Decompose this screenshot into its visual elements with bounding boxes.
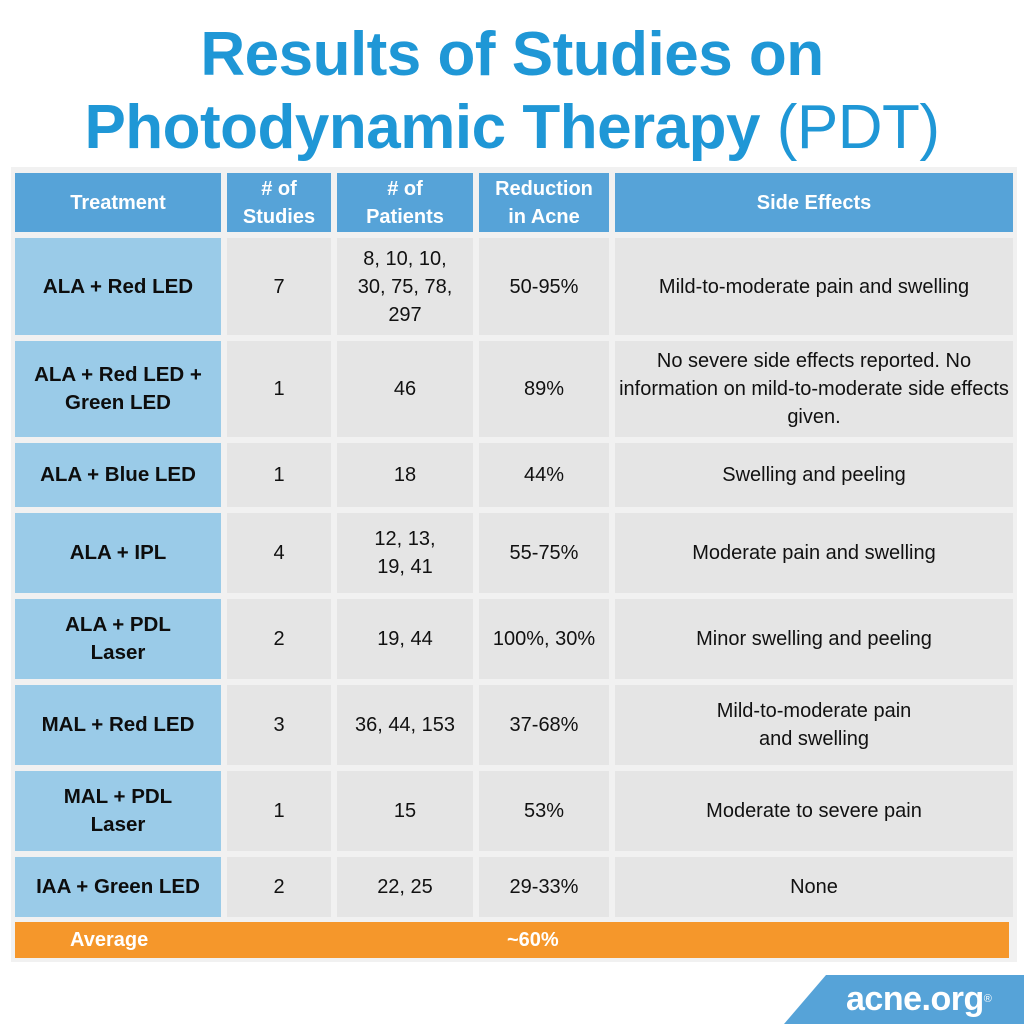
- row-3-treatment: ALA + Blue LED: [15, 443, 221, 507]
- row-3-reduction: 44%: [479, 443, 609, 507]
- title-line-2: Photodynamic Therapy (PDT): [0, 91, 1024, 164]
- row-3-side-effects: Swelling and peeling: [615, 443, 1013, 507]
- row-1-studies: 7: [227, 238, 331, 335]
- header-patients: # of Patients: [337, 173, 473, 232]
- row-3-patients: 18: [337, 443, 473, 507]
- row-4-reduction: 55-75%: [479, 513, 609, 593]
- row-4-treatment: ALA + IPL: [15, 513, 221, 593]
- header-side-effects: Side Effects: [615, 173, 1013, 232]
- row-1-reduction: 50-95%: [479, 238, 609, 335]
- row-1-treatment: ALA + Red LED: [15, 238, 221, 335]
- title-line-1: Results of Studies on: [200, 20, 824, 89]
- row-2-side-effects: No severe side effects reported. No info…: [615, 341, 1013, 437]
- row-5-reduction: 100%, 30%: [479, 599, 609, 679]
- row-6-patients: 36, 44, 153: [337, 685, 473, 765]
- row-4-side-effects: Moderate pain and swelling: [615, 513, 1013, 593]
- row-2-studies: 1: [227, 341, 331, 437]
- page-title: Results of Studies on Photodynamic Thera…: [0, 18, 1024, 164]
- average-value: ~60%: [507, 929, 559, 951]
- row-7-treatment: MAL + PDL Laser: [15, 771, 221, 851]
- row-6-side-effects: Mild-to-moderate pain and swelling: [615, 685, 1013, 765]
- row-4-patients: 12, 13, 19, 41: [337, 513, 473, 593]
- row-5-studies: 2: [227, 599, 331, 679]
- logo-wordmark: acne.org: [846, 980, 984, 1018]
- registered-mark: ®: [983, 993, 992, 1005]
- row-2-reduction: 89%: [479, 341, 609, 437]
- row-6-treatment: MAL + Red LED: [15, 685, 221, 765]
- row-2-treatment: ALA + Red LED + Green LED: [15, 341, 221, 437]
- logo-text: acne.org®: [846, 979, 992, 1019]
- header-studies: # of Studies: [227, 173, 331, 232]
- row-8-studies: 2: [227, 857, 331, 917]
- row-7-patients: 15: [337, 771, 473, 851]
- title-line-2-main: Photodynamic Therapy: [84, 93, 761, 162]
- results-table: Treatment # of Studies # of Patients Red…: [11, 167, 1017, 962]
- row-8-reduction: 29-33%: [479, 857, 609, 917]
- row-5-side-effects: Minor swelling and peeling: [615, 599, 1013, 679]
- header-treatment: Treatment: [15, 173, 221, 232]
- row-7-studies: 1: [227, 771, 331, 851]
- row-5-patients: 19, 44: [337, 599, 473, 679]
- row-4-studies: 4: [227, 513, 331, 593]
- row-1-patients: 8, 10, 10, 30, 75, 78, 297: [337, 238, 473, 335]
- average-label: Average: [70, 929, 149, 951]
- row-5-treatment: ALA + PDL Laser: [15, 599, 221, 679]
- row-2-patients: 46: [337, 341, 473, 437]
- row-1-side-effects: Mild-to-moderate pain and swelling: [615, 238, 1013, 335]
- average-row: Average ~60%: [15, 922, 1009, 958]
- row-8-side-effects: None: [615, 857, 1013, 917]
- row-6-reduction: 37-68%: [479, 685, 609, 765]
- title-line-2-abbr: (PDT): [776, 93, 940, 162]
- row-6-studies: 3: [227, 685, 331, 765]
- row-3-studies: 1: [227, 443, 331, 507]
- row-7-reduction: 53%: [479, 771, 609, 851]
- row-7-side-effects: Moderate to severe pain: [615, 771, 1013, 851]
- acne-org-logo: acne.org®: [784, 975, 1024, 1024]
- header-reduction: Reduction in Acne: [479, 173, 609, 232]
- row-8-treatment: IAA + Green LED: [15, 857, 221, 917]
- row-8-patients: 22, 25: [337, 857, 473, 917]
